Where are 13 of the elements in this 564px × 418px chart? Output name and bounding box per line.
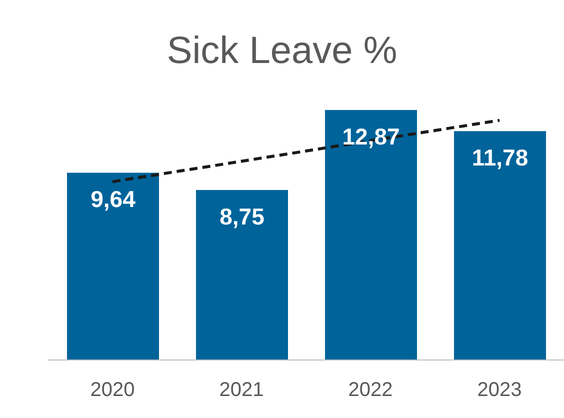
x-tick-label: 2021	[219, 379, 264, 402]
bar	[67, 172, 159, 360]
data-label: 12,87	[342, 123, 400, 150]
x-tick-label: 2020	[90, 379, 135, 402]
data-label: 11,78	[472, 144, 528, 171]
data-label: 8,75	[220, 203, 265, 230]
bar	[196, 190, 288, 360]
bar	[454, 131, 546, 360]
chart-title: Sick Leave %	[166, 30, 398, 73]
x-tick-label: 2023	[477, 379, 522, 402]
data-label: 9,64	[90, 186, 136, 212]
x-tick-label: 2022	[348, 379, 393, 402]
bar	[325, 110, 417, 360]
